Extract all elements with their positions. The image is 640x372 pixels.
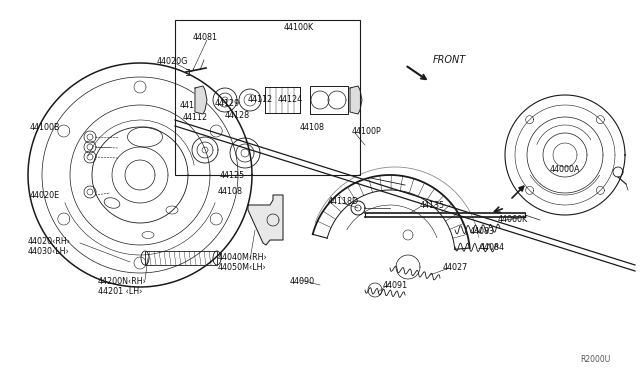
Text: 44129: 44129 bbox=[215, 99, 240, 108]
Text: R2000U: R2000U bbox=[580, 356, 611, 365]
Text: 44124: 44124 bbox=[278, 94, 303, 103]
Polygon shape bbox=[350, 86, 362, 114]
Text: 44027: 44027 bbox=[443, 263, 468, 273]
Text: 44100P: 44100P bbox=[352, 128, 381, 137]
Text: 44060K: 44060K bbox=[498, 215, 528, 224]
Text: 44100B: 44100B bbox=[30, 124, 61, 132]
Text: 44108: 44108 bbox=[300, 124, 325, 132]
Text: 44030‹LH›: 44030‹LH› bbox=[28, 247, 70, 257]
Text: 44084: 44084 bbox=[480, 244, 505, 253]
Text: 44090: 44090 bbox=[290, 278, 315, 286]
Text: 44020E: 44020E bbox=[30, 192, 60, 201]
Text: 44135: 44135 bbox=[420, 201, 445, 209]
Text: 44100K: 44100K bbox=[284, 22, 314, 32]
Text: 44112: 44112 bbox=[248, 94, 273, 103]
Bar bbox=[310, 86, 348, 114]
Text: 44040M‹RH›: 44040M‹RH› bbox=[218, 253, 268, 263]
Text: 44200N‹RH›: 44200N‹RH› bbox=[98, 276, 147, 285]
Text: 44128: 44128 bbox=[225, 112, 250, 121]
Polygon shape bbox=[195, 86, 207, 114]
Text: 44083: 44083 bbox=[470, 228, 495, 237]
Text: 44201 ‹LH›: 44201 ‹LH› bbox=[98, 286, 142, 295]
Text: 44112: 44112 bbox=[183, 112, 208, 122]
Text: 44020‹RH›: 44020‹RH› bbox=[28, 237, 71, 247]
Text: 44000A: 44000A bbox=[550, 166, 580, 174]
Text: 44091: 44091 bbox=[383, 280, 408, 289]
Text: FRONT: FRONT bbox=[433, 55, 467, 65]
Text: 44081: 44081 bbox=[193, 32, 218, 42]
Polygon shape bbox=[248, 195, 283, 245]
Bar bbox=[145, 251, 217, 265]
Text: 44118D: 44118D bbox=[328, 198, 359, 206]
Text: 44020G: 44020G bbox=[157, 57, 188, 65]
Text: 44125: 44125 bbox=[220, 170, 245, 180]
Text: 44108: 44108 bbox=[218, 187, 243, 196]
Text: 44124: 44124 bbox=[180, 100, 205, 109]
Bar bbox=[175, 20, 360, 175]
Text: 44050M‹LH›: 44050M‹LH› bbox=[218, 263, 267, 273]
